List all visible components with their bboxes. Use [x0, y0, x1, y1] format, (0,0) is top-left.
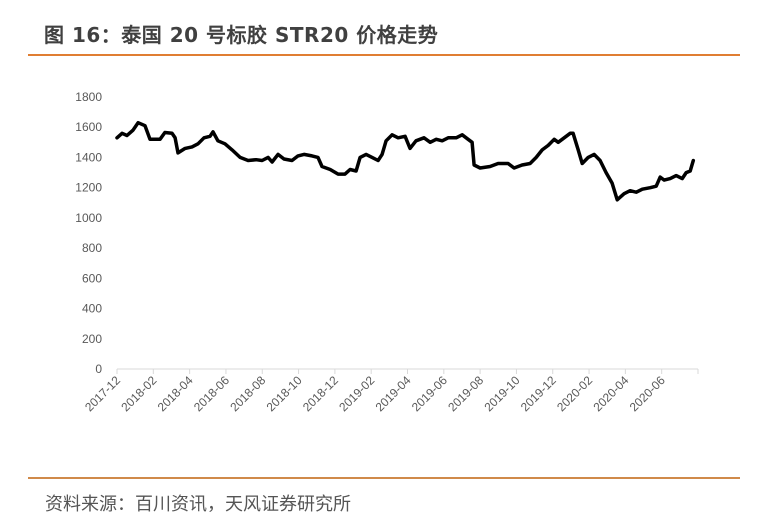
title-divider	[28, 54, 740, 56]
x-tick-label: 2019-06	[409, 373, 450, 414]
x-tick-label: 2018-06	[191, 373, 232, 414]
x-tick-label: 2019-12	[518, 373, 559, 414]
x-tick-label: 2019-02	[336, 373, 377, 414]
y-tick-label: 1200	[75, 181, 102, 195]
y-tick-label: 400	[82, 302, 102, 316]
x-tick-label: 2020-02	[554, 373, 595, 414]
source-note: 资料来源：百川资讯，天风证券研究所	[45, 494, 351, 515]
x-tick-label: 2018-02	[118, 373, 159, 414]
series-line-str20	[115, 120, 696, 202]
y-tick-label: 0	[95, 362, 102, 376]
y-tick-label: 1800	[75, 90, 102, 104]
figure-title: 图 16：泰国 20 号标胶 STR20 价格走势	[44, 23, 439, 47]
x-tick-label: 2019-08	[445, 373, 486, 414]
x-tick-label: 2017-12	[82, 373, 123, 414]
x-tick-label: 2018-10	[264, 373, 305, 414]
x-tick-label: 2018-08	[227, 373, 268, 414]
y-tick-label: 1600	[75, 120, 102, 134]
y-axis: 0 200 400 600 800 1000 1200 1400 1600 1800	[75, 90, 102, 376]
y-tick-label: 600	[82, 271, 102, 285]
footer-divider	[28, 477, 740, 479]
x-tick-label: 2020-06	[627, 373, 668, 414]
x-tick-label: 2019-04	[373, 373, 414, 414]
x-axis: 2017-122018-022018-042018-062018-082018-…	[82, 369, 699, 414]
x-tick-label: 2019-10	[482, 373, 523, 414]
x-tick-label: 2020-04	[590, 373, 631, 414]
y-tick-label: 1400	[75, 150, 102, 164]
y-tick-label: 200	[82, 332, 102, 346]
y-tick-label: 1000	[75, 211, 102, 225]
x-tick-label: 2018-04	[155, 373, 196, 414]
y-tick-label: 800	[82, 241, 102, 255]
x-tick-label: 2018-12	[300, 373, 341, 414]
